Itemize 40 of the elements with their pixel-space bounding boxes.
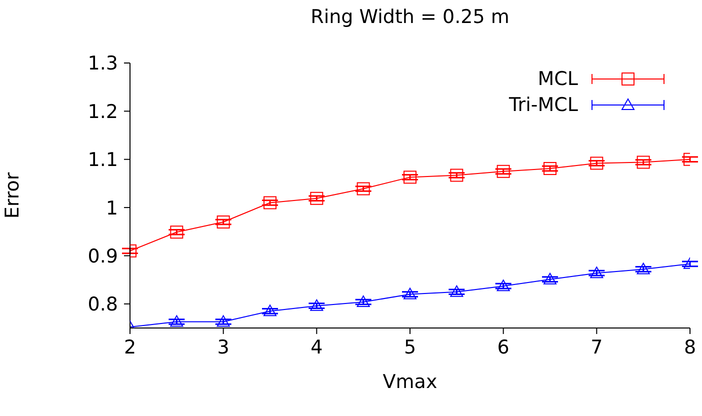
y-tick-label: 1.3 — [88, 52, 118, 75]
y-tick-label: 1.2 — [88, 100, 118, 123]
point — [356, 295, 370, 307]
x-tick-label: 6 — [497, 336, 510, 358]
point — [310, 192, 324, 205]
point — [404, 170, 416, 184]
point — [216, 315, 230, 327]
point — [590, 156, 604, 170]
legend-label: MCL — [538, 68, 578, 90]
point — [356, 182, 370, 196]
point — [496, 164, 510, 178]
point — [636, 156, 650, 169]
point — [544, 272, 556, 284]
point — [216, 216, 230, 228]
point — [310, 299, 324, 311]
point — [450, 285, 464, 297]
point — [264, 196, 276, 210]
y-tick-label: 1.1 — [88, 149, 118, 172]
point — [170, 226, 184, 239]
point — [496, 280, 510, 292]
point — [450, 168, 464, 182]
x-tick-label: 3 — [217, 336, 230, 358]
point — [170, 315, 184, 327]
chart-title: Ring Width = 0.25 m — [310, 6, 510, 28]
x-tick-label: 7 — [590, 336, 603, 358]
y-tick-label: 0.8 — [88, 294, 118, 316]
x-tick-label: 4 — [310, 336, 323, 358]
x-tick-label: 2 — [124, 336, 136, 358]
y-tick-label: 0.9 — [88, 245, 118, 268]
x-tick-label: 5 — [404, 336, 416, 358]
point — [544, 162, 556, 176]
y-axis-title: Error — [2, 172, 24, 219]
point — [636, 262, 650, 274]
y-tick-label: 1 — [106, 197, 118, 220]
point — [404, 288, 416, 300]
x-axis-title: Vmax — [382, 371, 438, 393]
legend-label: Tri-MCL — [508, 94, 578, 116]
x-tick-label: 8 — [684, 336, 696, 358]
point — [264, 304, 276, 316]
point — [590, 266, 604, 278]
